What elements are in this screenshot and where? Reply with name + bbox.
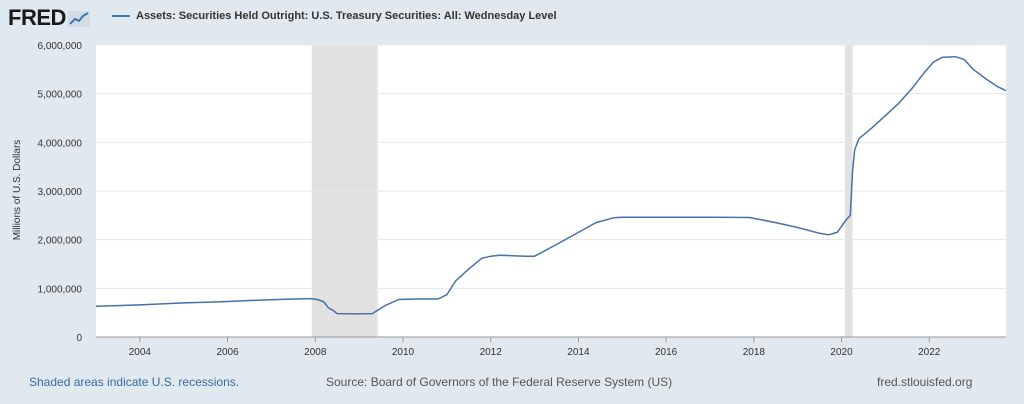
fred-logo[interactable]: FRED: [8, 5, 90, 31]
y-axis: 0 1,000,000 2,000,000 3,000,000 4,000,000 5,0…: [38, 41, 83, 344]
y-tick-label: 1,000,000: [38, 284, 83, 295]
site-link[interactable]: fred.stlouisfed.org: [877, 375, 973, 389]
x-tick-label: 2004: [129, 347, 152, 358]
y-tick-label: 2,000,000: [38, 236, 83, 247]
y-tick-label: 6,000,000: [38, 41, 83, 52]
y-tick-label: 3,000,000: [38, 187, 83, 198]
legend-swatch: [112, 15, 130, 17]
y-axis-title: Millions of U.S. Dollars: [12, 140, 23, 241]
x-tick-label: 2022: [918, 347, 941, 358]
y-tick-label: 0: [76, 333, 82, 344]
series-line[interactable]: [95, 55, 1007, 315]
x-tick-label: 2006: [216, 347, 239, 358]
source-note: Source: Board of Governors of the Federa…: [326, 375, 673, 389]
chart-legend[interactable]: Assets: Securities Held Outright: U.S. T…: [112, 10, 557, 22]
y-tick-label: 4,000,000: [38, 138, 83, 149]
x-tick-label: 2020: [830, 347, 853, 358]
x-tick-label: 2014: [567, 347, 590, 358]
x-tick-label: 2012: [480, 347, 503, 358]
x-tick-label: 2018: [743, 347, 766, 358]
y-gridlines: [96, 44, 1006, 289]
legend-series-label: Assets: Securities Held Outright: U.S. T…: [136, 10, 557, 22]
x-axis: 2004 2006 2008 2010 2012 2014 2016 2018 2020 2022: [96, 336, 1006, 358]
x-tick-label: 2010: [392, 347, 415, 358]
chart-header: FRED Assets: Securities Held Outright: U…: [0, 0, 1024, 36]
line-graph-icon: [67, 11, 90, 27]
fred-logo-text: FRED: [8, 5, 66, 30]
y-tick-label: 5,000,000: [38, 90, 83, 101]
x-tick-label: 2016: [655, 347, 678, 358]
recession-note: Shaded areas indicate U.S. recessions.: [29, 375, 240, 389]
x-tick-label: 2008: [304, 347, 327, 358]
chart-area[interactable]: 0 1,000,000 2,000,000 3,000,000 4,000,000 5,0…: [0, 0, 1024, 360]
